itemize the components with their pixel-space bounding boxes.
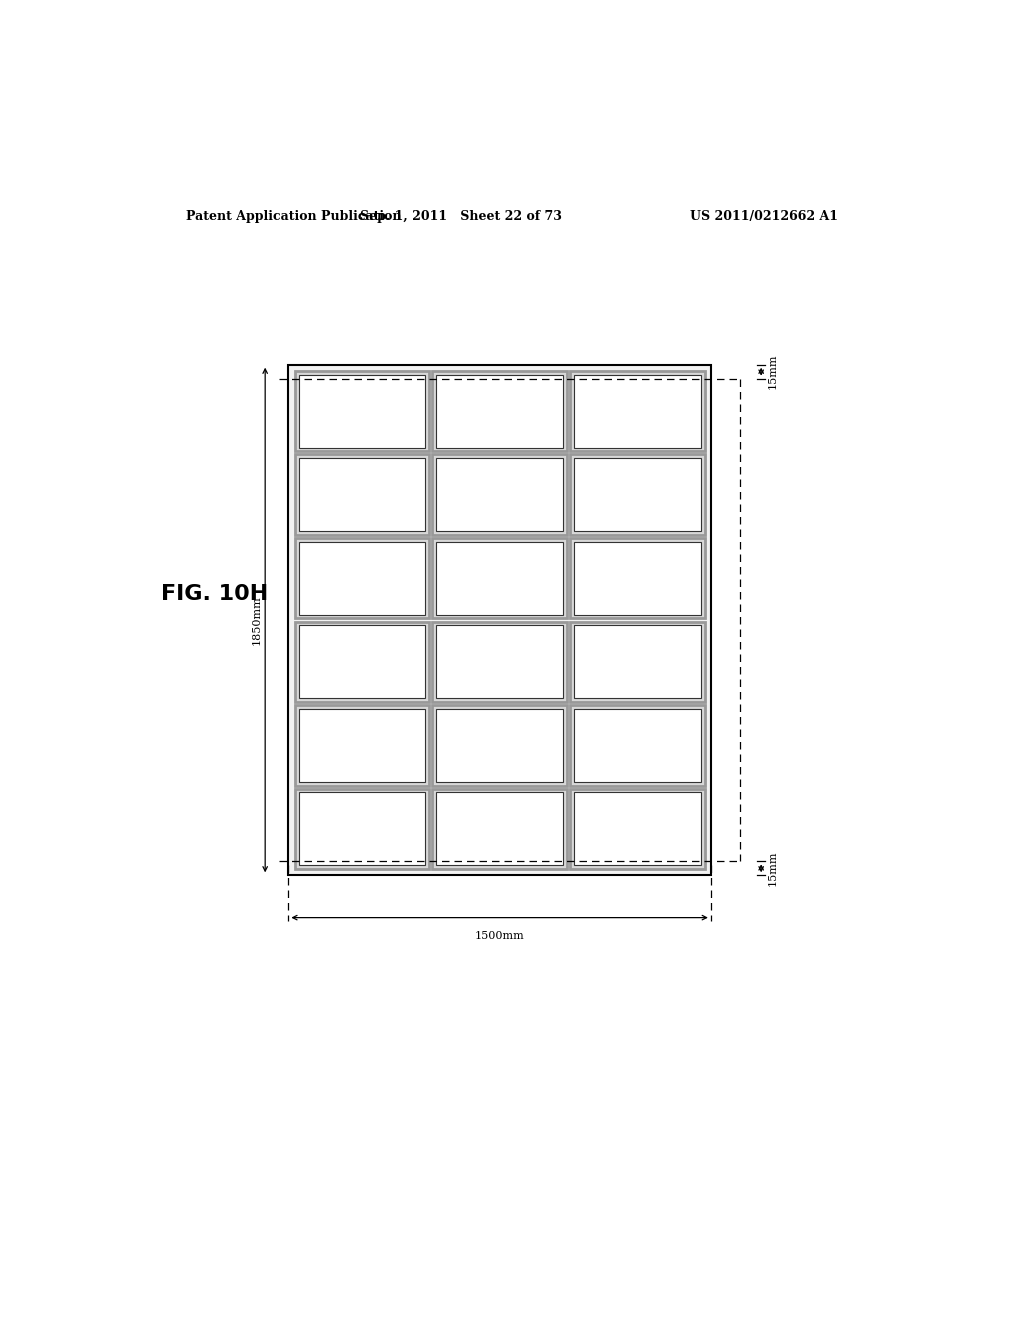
Bar — [436, 543, 563, 615]
Bar — [573, 458, 700, 531]
Bar — [432, 705, 567, 785]
Bar — [432, 539, 567, 619]
Bar — [295, 371, 429, 451]
Bar — [299, 709, 425, 781]
Bar — [573, 792, 700, 866]
Bar — [570, 788, 705, 869]
Text: 15mm: 15mm — [767, 850, 777, 886]
Bar — [570, 622, 705, 702]
Bar — [295, 539, 429, 619]
Bar — [295, 622, 429, 702]
Bar — [432, 622, 567, 702]
Text: 1500mm: 1500mm — [475, 932, 524, 941]
Bar — [295, 454, 429, 535]
Bar — [570, 705, 705, 785]
Text: Sep. 1, 2011   Sheet 22 of 73: Sep. 1, 2011 Sheet 22 of 73 — [360, 210, 562, 223]
Bar — [573, 375, 700, 447]
Bar — [436, 709, 563, 781]
Bar — [570, 454, 705, 535]
Bar — [436, 626, 563, 698]
Bar — [295, 788, 429, 869]
Bar — [295, 705, 429, 785]
Bar — [432, 788, 567, 869]
Text: US 2011/0212662 A1: US 2011/0212662 A1 — [689, 210, 838, 223]
Bar — [299, 375, 425, 447]
Bar — [570, 371, 705, 451]
Bar — [570, 539, 705, 619]
Bar — [432, 454, 567, 535]
Bar — [299, 792, 425, 866]
Text: 15mm: 15mm — [767, 354, 777, 389]
Text: 1850mm: 1850mm — [251, 595, 261, 645]
Bar — [299, 458, 425, 531]
Text: Patent Application Publication: Patent Application Publication — [186, 210, 401, 223]
Bar — [299, 626, 425, 698]
Text: FIG. 10H: FIG. 10H — [161, 585, 268, 605]
Bar — [573, 543, 700, 615]
Bar — [289, 364, 711, 875]
Bar — [432, 371, 567, 451]
Bar — [436, 375, 563, 447]
Bar — [573, 626, 700, 698]
Bar — [573, 709, 700, 781]
Bar — [436, 792, 563, 866]
Bar — [436, 458, 563, 531]
Bar — [299, 543, 425, 615]
